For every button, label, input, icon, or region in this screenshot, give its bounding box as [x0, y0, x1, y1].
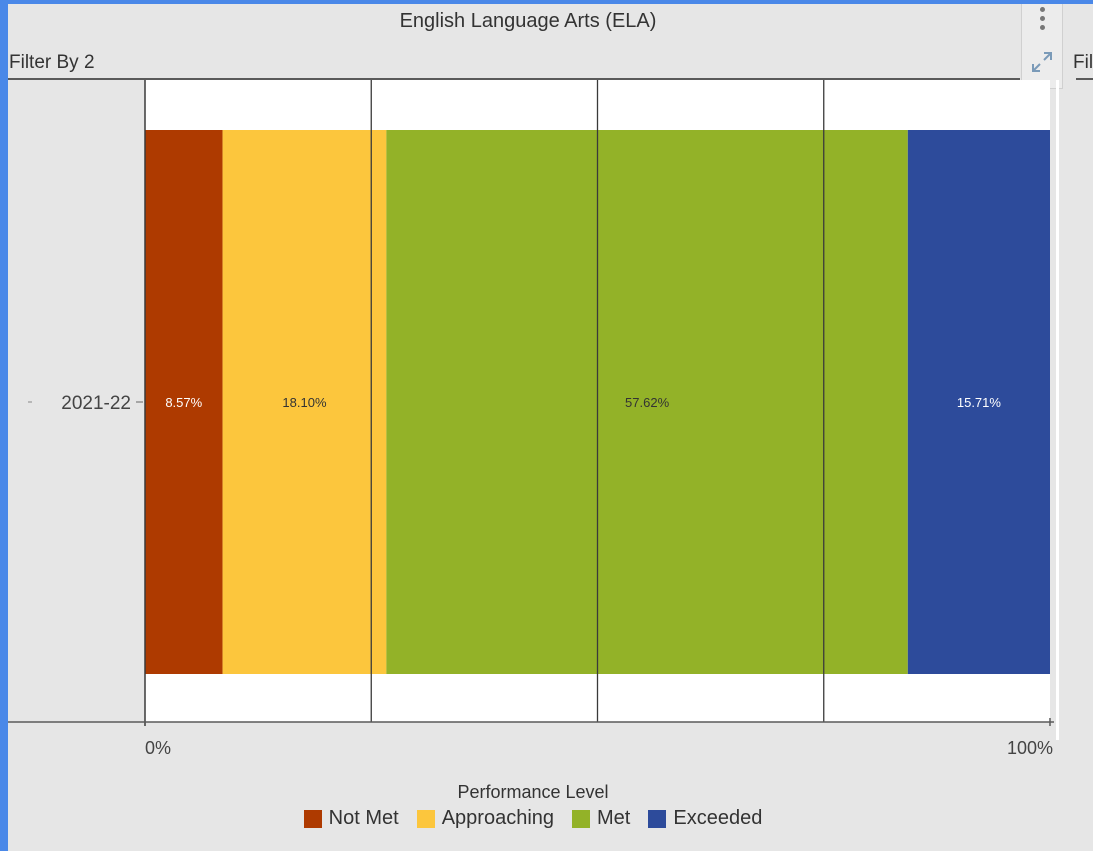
legend-items: Not Met Approaching Met Exceeded — [8, 807, 1058, 830]
filter-label: Filter By 2 — [9, 52, 95, 73]
chart-title: English Language Arts (ELA) — [399, 10, 657, 32]
bar-segment-not-met — [145, 130, 223, 674]
legend-label: Met — [597, 807, 631, 829]
chart-plot: 8.57% 18.10% 57.62% 15.71% 2021-22 0% 100% — [8, 80, 1054, 758]
data-label: 18.10% — [282, 395, 327, 410]
legend-swatch — [303, 809, 322, 828]
legend-item-exceeded[interactable]: Exceeded — [648, 807, 762, 830]
bar-segment-exceeded — [907, 130, 1050, 674]
chart-panel: English Language Arts (ELA) Filter By 2 … — [8, 4, 1093, 851]
data-label: 8.57% — [165, 395, 202, 410]
data-label: 15.71% — [957, 395, 1002, 410]
x-tick-label: 100% — [1007, 738, 1053, 758]
header-divider-next-panel — [1076, 78, 1093, 80]
legend-label: Not Met — [328, 807, 399, 829]
filter-label-next-panel: Fil — [1073, 52, 1093, 73]
more-vertical-icon[interactable] — [1037, 4, 1047, 30]
legend-label: Exceeded — [673, 807, 763, 829]
data-label: 57.62% — [625, 395, 670, 410]
expand-icon[interactable] — [1030, 50, 1054, 74]
legend-swatch — [572, 809, 591, 828]
legend-item-met[interactable]: Met — [572, 807, 630, 830]
legend-swatch — [416, 809, 435, 828]
bar-segment-met — [386, 130, 908, 674]
legend-item-not-met[interactable]: Not Met — [303, 807, 399, 830]
legend-title: Performance Level — [457, 782, 609, 802]
legend: Performance Level Not Met Approaching Met E… — [8, 782, 1058, 830]
bar-segment-approaching — [222, 130, 387, 674]
category-label: 2021-22 — [61, 393, 131, 414]
panel-separator — [1056, 80, 1059, 740]
legend-swatch — [648, 809, 667, 828]
x-tick-label: 0% — [145, 738, 171, 758]
header-divider — [8, 78, 1020, 80]
widget-toolbar — [1021, 4, 1063, 89]
legend-item-approaching[interactable]: Approaching — [416, 807, 555, 830]
legend-label: Approaching — [441, 807, 555, 829]
